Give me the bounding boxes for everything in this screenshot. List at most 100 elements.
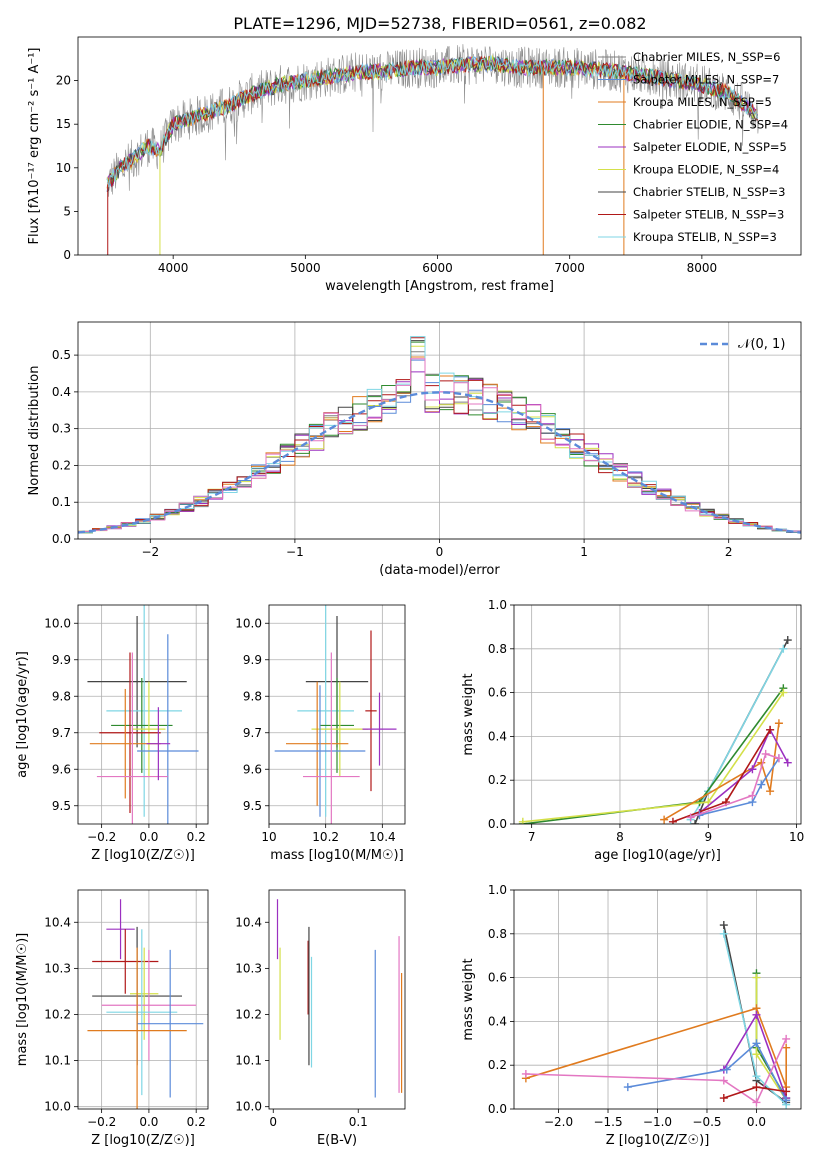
y-tick-label: 10.2 xyxy=(235,1007,262,1021)
y-tick-label: 10.4 xyxy=(235,915,262,929)
plus-marker xyxy=(521,1069,530,1078)
x-tick-label: 10.4 xyxy=(369,830,396,844)
plus-marker xyxy=(766,725,775,734)
x-axis-label: (data-model)/error xyxy=(379,563,500,578)
plus-marker xyxy=(783,636,792,645)
plus-marker xyxy=(774,754,783,763)
y-axis-label: mass [log10(M/M☉)] xyxy=(15,933,30,1066)
y-axis-label: Flux [fλ10⁻¹⁷ erg cm⁻² s⁻¹ A⁻¹] xyxy=(27,48,42,245)
y-tick-label: 0.0 xyxy=(488,1102,507,1116)
plus-marker xyxy=(686,813,695,822)
plus-marker xyxy=(752,1010,761,1019)
residual-hist-panel: −2 −1 0 1 2 0.0 0.1 0.2 0.3 0.4 0.5 (data-model)/er… xyxy=(27,321,802,578)
y-tick-label: 0.3 xyxy=(52,422,71,436)
age-vs-mass-panel: 10 10.2 10.4 9.5 9.6 9.7 9.8 9.9 10.0 mass [log10… xyxy=(235,604,406,863)
x-axis-label: wavelength [Angstrom, rest frame] xyxy=(325,279,554,294)
x-tick-label: 0.0 xyxy=(139,830,158,844)
y-tick-label: 0.6 xyxy=(488,971,507,985)
age-vs-Z-panel: −0.2 0.0 0.2 9.5 9.6 9.7 9.8 9.9 10.0 Z [log10(Z/… xyxy=(15,604,209,863)
plus-marker xyxy=(779,688,788,697)
age-vs-mass-plot-area xyxy=(274,605,397,824)
y-tick-label: 20 xyxy=(56,74,71,88)
y-tick-label: 0.8 xyxy=(488,642,507,656)
mass-vs-Z-panel: −0.2 0.0 0.2 10.0 10.1 10.2 10.3 10.4 Z [log10(Z… xyxy=(15,889,209,1148)
legend-entry: 𝒩(0, 1) xyxy=(738,337,785,352)
x-tick-label: −0.2 xyxy=(87,1115,116,1129)
y-tick-label: 0 xyxy=(63,248,71,262)
x-tick-label: −0.5 xyxy=(692,1115,721,1129)
x-tick-label: 4000 xyxy=(158,261,189,275)
y-tick-label: 9.8 xyxy=(52,689,71,703)
mass-vs-EBV-plot-area xyxy=(276,899,403,1098)
y-tick-label: 9.9 xyxy=(243,653,262,667)
plus-marker xyxy=(761,749,770,758)
residual-hist-axes-frame xyxy=(77,321,802,540)
weight-vs-age-panel: 7 8 9 10 0.0 0.2 0.4 0.6 0.8 1.0 age [log10(age/yr… xyxy=(461,598,804,863)
plus-marker xyxy=(722,1065,731,1074)
y-tick-label: 0.4 xyxy=(52,385,71,399)
x-tick-label: 9 xyxy=(704,830,712,844)
legend-entry: Chabrier ELODIE, N_SSP=4 xyxy=(633,118,788,132)
plus-marker xyxy=(660,815,669,824)
y-tick-label: 9.7 xyxy=(243,726,262,740)
y-tick-label: 1.0 xyxy=(488,598,507,612)
plus-marker xyxy=(757,780,766,789)
spectrum-line xyxy=(106,55,758,188)
y-tick-label: 9.7 xyxy=(52,726,71,740)
y-tick-label: 9.6 xyxy=(52,762,71,776)
x-tick-label: 0 xyxy=(436,545,444,559)
spectrum-axes-frame xyxy=(77,36,802,256)
y-tick-label: 10.0 xyxy=(44,1100,71,1114)
age-vs-mass-axes-frame xyxy=(268,604,406,825)
y-axis-label: Normed distribution xyxy=(27,366,42,496)
age-vs-Z-axes-frame xyxy=(77,604,209,825)
x-tick-label: 8 xyxy=(616,830,624,844)
x-tick-label: −2.0 xyxy=(544,1115,573,1129)
plus-marker xyxy=(752,973,761,982)
y-tick-label: 1.0 xyxy=(488,883,507,897)
plus-marker xyxy=(752,1098,761,1107)
x-tick-label: 6000 xyxy=(422,261,453,275)
x-axis-label: Z [log10(Z/Z☉)] xyxy=(91,1133,195,1148)
x-tick-label: 7000 xyxy=(554,261,585,275)
x-tick-label: −1.5 xyxy=(593,1115,622,1129)
plus-marker xyxy=(766,787,775,796)
plus-marker xyxy=(752,1039,761,1048)
legend-entry: Kroupa ELODIE, N_SSP=4 xyxy=(633,163,779,177)
y-tick-label: 0.4 xyxy=(488,1014,507,1028)
spectrum-legend: Chabrier MILES, N_SSP=6 Salpeter MILES, N… xyxy=(598,50,788,244)
x-tick-label: 0.1 xyxy=(349,1115,368,1129)
plus-marker xyxy=(518,817,527,824)
gaussian-curve xyxy=(78,391,801,534)
plus-marker xyxy=(719,1076,728,1085)
x-tick-label: 10.2 xyxy=(312,830,339,844)
figure-title: PLATE=1296, MJD=52738, FIBERID=0561, z=0… xyxy=(233,14,646,33)
x-tick-label: −0.2 xyxy=(87,830,116,844)
spectrum-panel: 4000 5000 6000 7000 8000 0 5 10 15 20 wavelength [… xyxy=(27,36,802,294)
plus-marker xyxy=(783,758,792,767)
residual-hist-plot-area xyxy=(78,336,801,534)
legend-entry: Chabrier STELIB, N_SSP=3 xyxy=(633,185,785,199)
y-tick-label: 0.0 xyxy=(488,817,507,831)
y-tick-label: 10.4 xyxy=(44,915,71,929)
y-tick-label: 0.4 xyxy=(488,729,507,743)
y-tick-label: 0.5 xyxy=(52,348,71,362)
x-tick-label: 2 xyxy=(725,545,733,559)
y-tick-label: 0.8 xyxy=(488,927,507,941)
plus-marker xyxy=(782,1043,791,1052)
y-tick-label: 10.0 xyxy=(235,1100,262,1114)
y-tick-label: 0.0 xyxy=(52,532,71,546)
y-tick-label: 10 xyxy=(56,161,71,175)
x-tick-label: −2 xyxy=(141,545,159,559)
legend-entry: Salpeter ELODIE, N_SSP=5 xyxy=(633,140,787,154)
y-tick-label: 9.5 xyxy=(52,799,71,813)
plus-marker xyxy=(774,719,783,728)
plus-marker xyxy=(752,1083,761,1092)
legend-entry: Kroupa STELIB, N_SSP=3 xyxy=(633,230,777,244)
x-tick-label: −1 xyxy=(286,545,304,559)
weight-line xyxy=(698,727,789,814)
x-tick-label: −1.0 xyxy=(643,1115,672,1129)
y-tick-label: 10.2 xyxy=(44,1007,71,1021)
legend-entry: Chabrier MILES, N_SSP=6 xyxy=(633,50,780,64)
y-tick-label: 10.0 xyxy=(44,616,71,630)
